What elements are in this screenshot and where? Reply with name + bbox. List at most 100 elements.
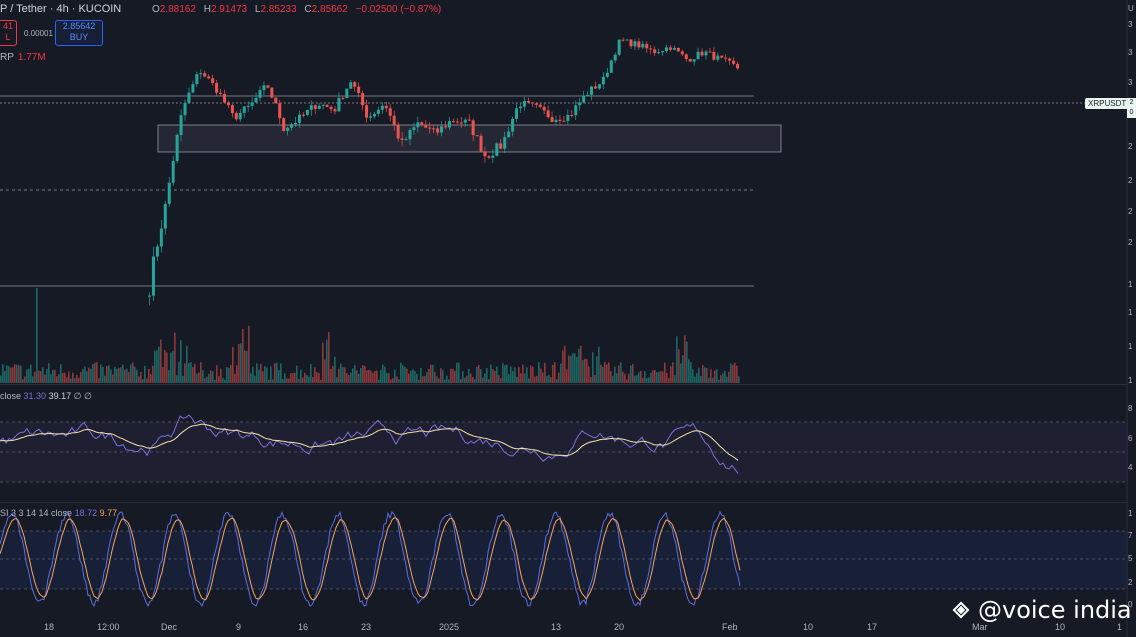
candle-body	[278, 103, 282, 119]
candle-body	[590, 86, 594, 95]
volume-bar	[494, 370, 496, 383]
volume-bar	[500, 378, 502, 383]
candle-body	[570, 114, 574, 116]
volume-bar	[10, 367, 12, 383]
volume-bar	[724, 370, 726, 383]
volume-bar	[646, 378, 648, 383]
volume-bar	[234, 373, 236, 383]
candle-body	[538, 104, 542, 107]
x-axis-label: 13	[551, 622, 562, 632]
candle-body	[207, 76, 211, 79]
volume-bar	[296, 365, 298, 383]
volume-bar	[50, 374, 52, 383]
volume-bar	[4, 371, 6, 383]
volume-bar	[480, 369, 482, 383]
volume-bar	[374, 371, 376, 383]
volume-bar	[704, 367, 706, 383]
stoch-axis-label: 7	[1128, 531, 1133, 540]
volume-bar	[470, 373, 472, 383]
candle-body	[432, 128, 436, 130]
volume-bar	[612, 375, 614, 383]
volume-bar	[404, 366, 406, 383]
volume-bar	[158, 346, 160, 383]
volume-bar	[410, 370, 412, 383]
volume-bar	[154, 350, 156, 383]
candle-body	[491, 155, 495, 158]
candle-body	[720, 55, 724, 58]
volume-bar	[178, 361, 180, 383]
volume-bar	[16, 364, 18, 383]
volume-bar	[668, 378, 670, 383]
candle-body	[282, 118, 286, 131]
sell-button[interactable]: 41 L	[0, 20, 17, 46]
volume-bar	[538, 362, 540, 383]
candle-body	[270, 87, 274, 98]
volume-bar	[560, 363, 562, 383]
volume-bar	[498, 375, 500, 383]
volume-bar	[602, 366, 604, 383]
symbol-title[interactable]: P / Tether · 4h · KUCOIN	[0, 3, 122, 15]
volume-bar	[546, 375, 548, 383]
volume-bar	[590, 377, 592, 383]
volume-bar	[588, 366, 590, 383]
volume-bar	[274, 363, 276, 383]
volume-bar	[246, 351, 248, 383]
volume-bar	[492, 368, 494, 383]
volume-bar	[734, 362, 736, 383]
candle-body	[708, 51, 712, 53]
volume-bar	[622, 371, 624, 383]
candle-body	[676, 47, 680, 52]
volume-bar	[702, 365, 704, 383]
volume-bar	[464, 377, 466, 383]
volume-bar	[338, 368, 340, 383]
stoch-axis-label: 0	[1128, 600, 1133, 609]
volume-bar	[218, 376, 220, 383]
volume-bar	[146, 378, 148, 383]
volume-bar	[282, 379, 284, 383]
volume-bar	[716, 369, 718, 383]
pane-divider	[0, 502, 1128, 503]
y-axis-label: 2	[1128, 142, 1133, 151]
volume-bar	[260, 363, 262, 383]
volume-bar	[478, 364, 480, 383]
volume-bar	[386, 373, 388, 383]
volume-bar	[222, 377, 224, 383]
buy-button[interactable]: 2.85642 BUY	[55, 20, 103, 46]
volume-bar	[298, 379, 300, 383]
candle-body	[148, 295, 151, 297]
volume-bar	[74, 378, 76, 383]
volume-bar	[432, 364, 434, 383]
volume-bar	[558, 372, 560, 383]
volume-bar	[604, 362, 606, 383]
volume-bar	[650, 372, 652, 383]
volume-legend: RP 1.77M	[0, 52, 46, 63]
volume-bar	[128, 372, 130, 383]
stoch-rsi-legend[interactable]: SI 3 3 14 14 close 18.72 9.77	[0, 508, 118, 518]
rsi-axis-label: 8	[1128, 404, 1133, 413]
volume-bar	[38, 370, 40, 383]
candle-body	[369, 116, 373, 118]
candle-body	[357, 86, 361, 93]
rsi-legend[interactable]: close 31.30 39.17 ∅ ∅	[0, 391, 92, 401]
volume-bar	[104, 375, 106, 383]
candle-body	[286, 127, 290, 131]
volume-bar	[230, 364, 232, 383]
candle-body	[408, 130, 412, 140]
candle-body	[238, 112, 242, 120]
volume-bar	[466, 375, 468, 383]
volume-bar	[94, 362, 96, 383]
volume-bar	[626, 379, 628, 383]
volume-bar	[396, 376, 398, 383]
candle-body	[562, 120, 566, 122]
candle-body	[380, 105, 384, 110]
volume-bar	[180, 340, 182, 383]
candle-body	[518, 106, 522, 109]
volume-bar	[468, 368, 470, 383]
candle-body	[609, 60, 613, 73]
volume-bar	[400, 362, 402, 383]
volume-bar	[190, 362, 192, 383]
volume-bar	[196, 373, 198, 383]
volume-bar	[278, 370, 280, 383]
